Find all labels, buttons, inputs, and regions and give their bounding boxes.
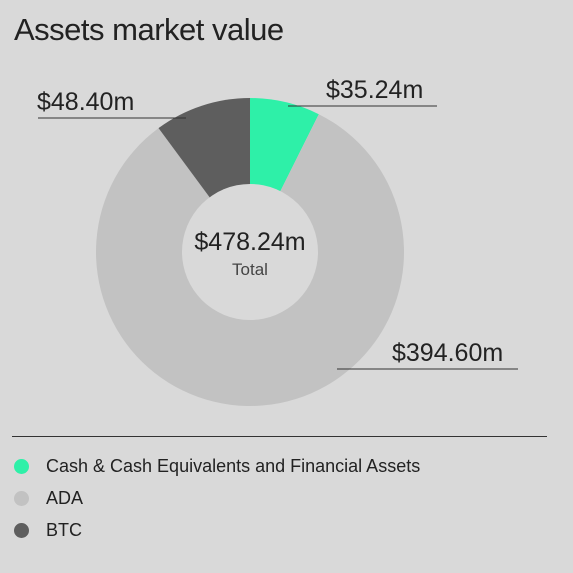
legend-swatch-ada xyxy=(14,490,29,506)
legend-swatch-cash xyxy=(14,458,29,474)
data-label-cash: $35.24m xyxy=(326,76,423,104)
donut-hole xyxy=(182,184,318,320)
legend-divider xyxy=(12,436,547,437)
legend-item-btc: BTC xyxy=(14,514,420,546)
legend-item-cash: Cash & Cash Equivalents and Financial As… xyxy=(14,450,420,482)
data-label-btc: $48.40m xyxy=(37,88,134,116)
legend: Cash & Cash Equivalents and Financial As… xyxy=(14,450,420,546)
chart-title: Assets market value xyxy=(14,12,284,47)
legend-label-cash: Cash & Cash Equivalents and Financial As… xyxy=(46,455,421,476)
data-label-ada: $394.60m xyxy=(392,339,503,367)
legend-swatch-btc xyxy=(14,522,29,538)
donut-chart: $35.24m $48.40m $394.60m $478.24m Total xyxy=(37,76,518,406)
legend-label-ada: ADA xyxy=(46,487,84,508)
center-total-label: Total xyxy=(232,260,268,279)
center-total-value: $478.24m xyxy=(194,228,305,256)
legend-item-ada: ADA xyxy=(14,482,420,514)
legend-label-btc: BTC xyxy=(46,519,82,540)
